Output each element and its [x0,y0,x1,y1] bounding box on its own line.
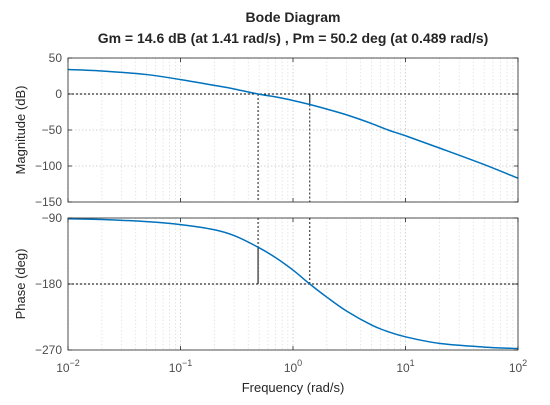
phase-y-tick-label: −270 [35,343,62,357]
magnitude-y-tick-label: 50 [49,51,63,65]
magnitude-series-line [67,68,519,179]
x-tick-label: 10−2 [56,358,80,375]
magnitude-y-tick-label: −50 [42,123,63,137]
magnitude-axes[interactable]: 50 0 −50 −100 −150 [35,51,519,209]
magnitude-y-tick-label: 0 [55,87,62,101]
frequency-xlabel: Frequency (rad/s) [242,380,345,395]
phase-axes-box [67,217,519,351]
magnitude-axes-box [67,57,519,203]
magnitude-y-tick-label: −150 [35,195,62,209]
phase-ylabel: Phase (deg) [13,249,28,320]
x-tick-label: 100 [284,358,302,375]
magnitude-y-tick-label: −100 [35,159,62,173]
magnitude-ylabel: Magnitude (dB) [13,86,28,175]
x-tick-label: 101 [396,358,414,375]
chart-title: Bode Diagram [246,9,341,25]
phase-y-tick-label: −90 [42,211,63,225]
phase-series-line [67,217,519,350]
x-tick-label: 102 [509,358,527,375]
phase-y-tick-label: −180 [35,277,62,291]
x-tick-label: 10−1 [169,358,193,375]
margins-subtitle: Gm = 14.6 dB (at 1.41 rad/s) , Pm = 50.2… [98,30,489,46]
